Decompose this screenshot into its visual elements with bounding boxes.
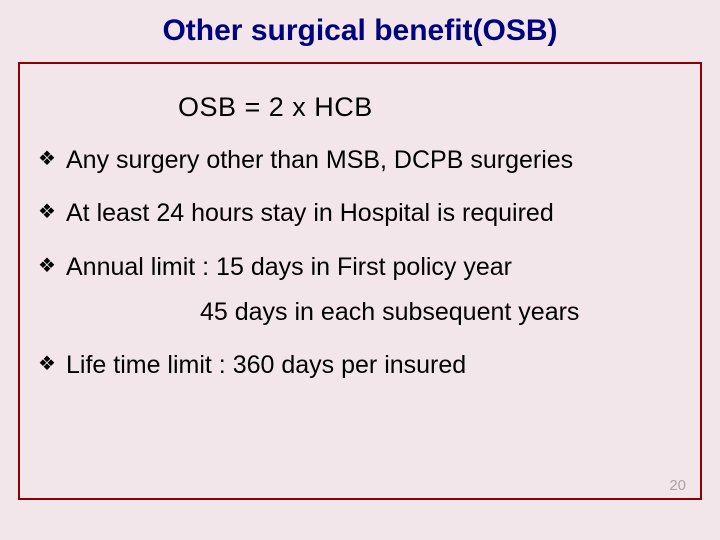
slide-title: Other surgical benefit(OSB): [18, 14, 702, 48]
bullet-item: Annual limit : 15 days in First policy y…: [38, 252, 682, 283]
bullet-item: At least 24 hours stay in Hospital is re…: [38, 198, 682, 229]
content-box: OSB = 2 x HCB Any surgery other than MSB…: [18, 62, 702, 500]
formula-text: OSB = 2 x HCB: [178, 92, 682, 123]
page-number: 20: [669, 477, 686, 494]
bullet-item: Life time limit : 360 days per insured: [38, 350, 682, 381]
sub-line-text: 45 days in each subsequent years: [200, 297, 682, 328]
bullet-item: Any surgery other than MSB, DCPB surgeri…: [38, 145, 682, 176]
slide: Other surgical benefit(OSB) OSB = 2 x HC…: [0, 0, 720, 540]
